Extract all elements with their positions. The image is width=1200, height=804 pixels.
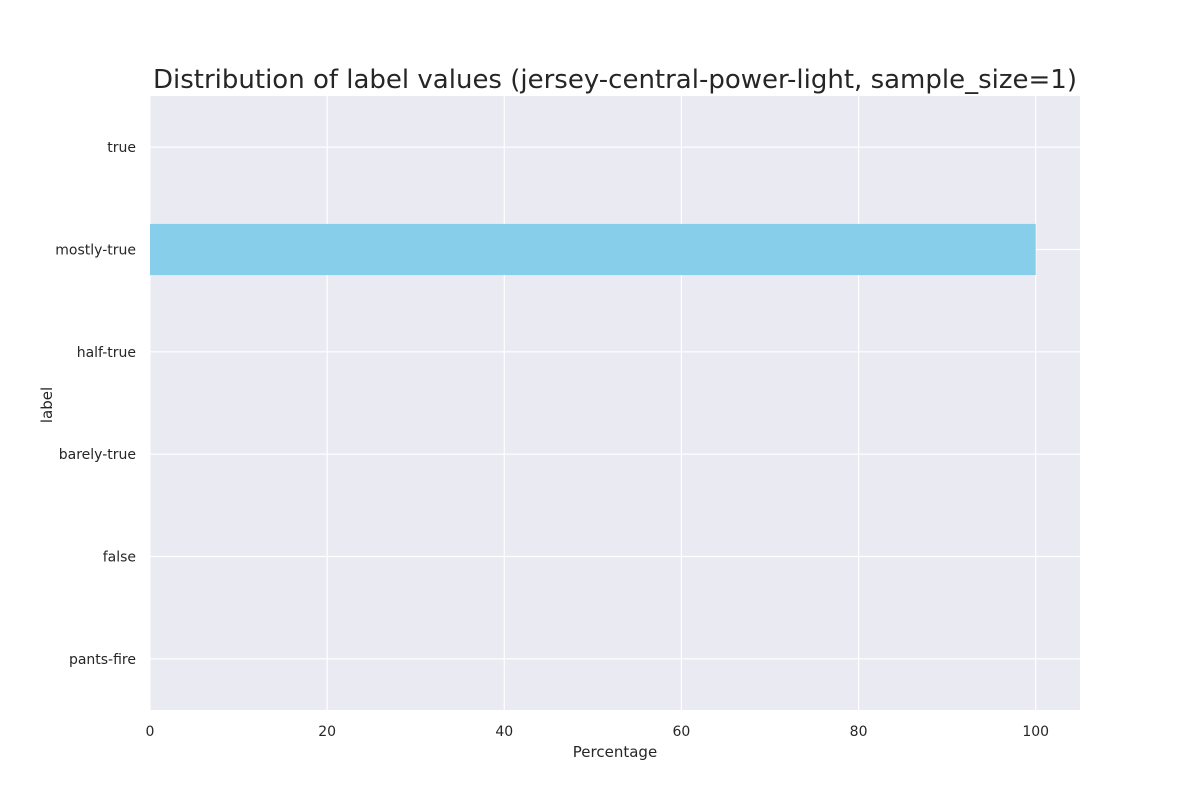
y-tick-label: false <box>103 550 136 566</box>
y-tick-label: barely-true <box>59 447 136 463</box>
x-tick-label: 100 <box>1022 724 1049 740</box>
x-axis-label: Percentage <box>573 743 657 761</box>
x-tick-label: 60 <box>673 724 691 740</box>
grid <box>149 96 1080 710</box>
bar-mostly-true <box>150 223 1036 276</box>
bars <box>150 223 1036 276</box>
y-tick-labels: true mostly-true half-true barely-true false… <box>55 140 136 668</box>
x-tick-labels: 0 20 40 60 80 100 <box>146 724 1050 740</box>
y-tick-label: half-true <box>77 345 136 361</box>
y-tick-label: mostly-true <box>55 243 136 259</box>
y-tick-label: true <box>107 140 136 156</box>
chart-title: Distribution of label values (jersey-cen… <box>153 65 1077 95</box>
plot-area <box>150 96 1080 710</box>
x-tick-label: 40 <box>495 724 513 740</box>
y-axis-label: label <box>38 387 56 423</box>
x-tick-label: 20 <box>318 724 336 740</box>
x-tick-label: 80 <box>850 724 868 740</box>
y-tick-label: pants-fire <box>69 652 136 668</box>
x-tick-label: 0 <box>146 724 155 740</box>
